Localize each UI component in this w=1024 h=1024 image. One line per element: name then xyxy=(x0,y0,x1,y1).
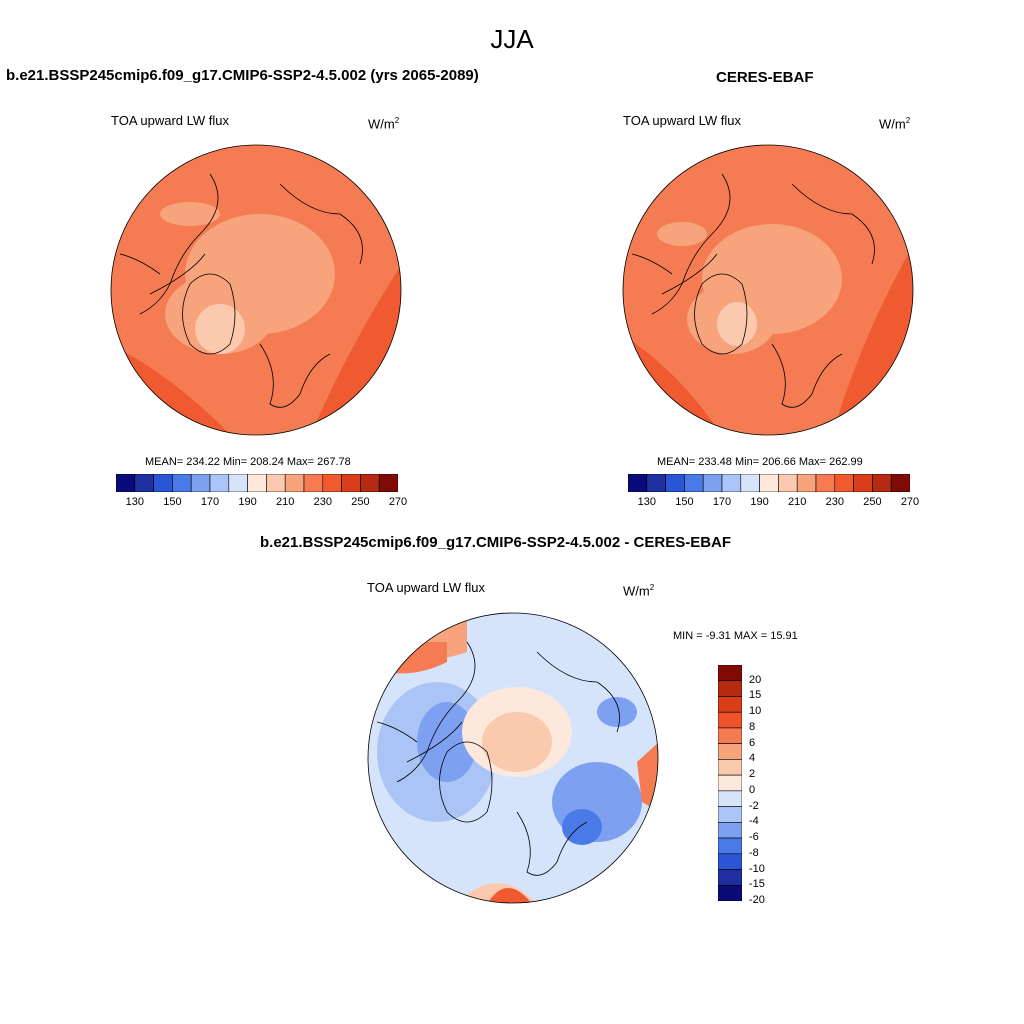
colorbar-swatch xyxy=(303,474,324,492)
colorbar-swatch xyxy=(718,774,742,792)
panel1-heading: b.e21.BSSP245cmip6.f09_g17.CMIP6-SSP2-4.… xyxy=(6,67,479,84)
colorbar-swatch xyxy=(646,474,666,492)
colorbar-tick-label: 190 xyxy=(750,496,769,508)
colorbar-swatch xyxy=(778,474,798,492)
panel3-stats: MIN = -9.31 MAX = 15.91 xyxy=(673,630,798,642)
panel1-variable: TOA upward LW flux xyxy=(111,113,230,128)
colorbar-swatch xyxy=(718,806,742,823)
colorbar-swatch xyxy=(718,869,742,886)
colorbar-tick-label: 20 xyxy=(749,673,762,686)
colorbar-swatch xyxy=(718,837,742,855)
colorbar-tick-label: -10 xyxy=(749,862,765,875)
colorbar-tick-label: 270 xyxy=(900,496,920,508)
panel1-colorbar-ticks: 130 150 170 190 210 230 250 270 xyxy=(116,496,408,510)
panel3-colorbar xyxy=(718,665,742,901)
colorbar-tick-label: -15 xyxy=(749,878,765,891)
colorbar-tick-label: 170 xyxy=(712,496,732,508)
colorbar-swatch xyxy=(190,474,211,492)
colorbar-swatch xyxy=(341,474,361,492)
colorbar-swatch xyxy=(815,474,836,492)
colorbar-tick-label: 130 xyxy=(125,496,144,508)
panel2-colorbar xyxy=(628,474,910,492)
panel3-map xyxy=(367,612,659,904)
colorbar-swatch xyxy=(721,474,742,492)
colorbar-tick-label: 15 xyxy=(749,689,762,702)
panel1-units: W/m2 xyxy=(368,116,400,132)
colorbar-tick-label: -8 xyxy=(749,846,759,859)
colorbar-tick-label: -6 xyxy=(749,831,759,844)
colorbar-swatch xyxy=(759,474,779,492)
panel2-units: W/m2 xyxy=(879,116,911,132)
panel2-stats: MEAN= 233.48 Min= 206.66 Max= 262.99 xyxy=(657,456,863,468)
colorbar-swatch xyxy=(718,727,742,744)
colorbar-swatch xyxy=(702,474,723,492)
colorbar-tick-label: 4 xyxy=(749,752,756,765)
colorbar-tick-label: 230 xyxy=(825,496,844,508)
colorbar-swatch xyxy=(718,822,742,839)
colorbar-swatch xyxy=(665,474,685,492)
colorbar-tick-label: 190 xyxy=(238,496,257,508)
colorbar-swatch xyxy=(284,474,305,492)
colorbar-swatch xyxy=(360,474,380,492)
colorbar-swatch xyxy=(853,474,873,492)
panel3-colorbar-ticks: 20 15 10 8 6 4 2 0 -2 -4 -6 -8 -10 -15 -20 xyxy=(749,665,789,906)
colorbar-tick-label: 8 xyxy=(749,720,756,733)
colorbar-swatch xyxy=(209,474,230,492)
colorbar-swatch xyxy=(890,474,910,492)
colorbar-swatch xyxy=(796,474,817,492)
colorbar-tick-label: -2 xyxy=(749,799,759,812)
colorbar-swatch xyxy=(134,474,154,492)
panel2-variable: TOA upward LW flux xyxy=(623,113,742,128)
colorbar-swatch xyxy=(740,474,760,492)
colorbar-tick-label: 270 xyxy=(388,496,408,508)
panel2-heading: CERES-EBAF xyxy=(716,69,814,86)
colorbar-tick-label: 130 xyxy=(637,496,656,508)
colorbar-swatch xyxy=(834,474,854,492)
colorbar-swatch xyxy=(628,474,648,492)
colorbar-swatch xyxy=(228,474,248,492)
colorbar-swatch xyxy=(718,711,742,729)
colorbar-tick-label: 230 xyxy=(313,496,332,508)
colorbar-swatch xyxy=(718,665,742,682)
colorbar-swatch xyxy=(322,474,342,492)
colorbar-swatch xyxy=(172,474,192,492)
colorbar-tick-label: 0 xyxy=(749,783,756,796)
colorbar-swatch xyxy=(872,474,892,492)
colorbar-tick-label: 210 xyxy=(788,496,807,508)
colorbar-swatch xyxy=(684,474,704,492)
colorbar-swatch xyxy=(718,884,742,901)
colorbar-tick-label: 150 xyxy=(675,496,694,508)
colorbar-tick-label: 2 xyxy=(749,768,756,781)
colorbar-swatch xyxy=(266,474,286,492)
colorbar-tick-label: 6 xyxy=(749,736,756,749)
colorbar-swatch xyxy=(116,474,136,492)
colorbar-swatch xyxy=(718,743,742,760)
panel2-map xyxy=(622,144,914,436)
panel1-map xyxy=(110,144,402,436)
panel2-colorbar-ticks: 130 150 170 190 210 230 250 270 xyxy=(628,496,920,510)
colorbar-tick-label: -4 xyxy=(749,815,759,828)
colorbar-swatch xyxy=(718,759,742,776)
panel1-stats: MEAN= 234.22 Min= 208.24 Max= 267.78 xyxy=(145,456,351,468)
colorbar-tick-label: 250 xyxy=(351,496,370,508)
colorbar-tick-label: -20 xyxy=(749,894,765,906)
colorbar-swatch xyxy=(718,853,742,870)
colorbar-swatch xyxy=(153,474,173,492)
colorbar-tick-label: 210 xyxy=(276,496,295,508)
colorbar-tick-label: 10 xyxy=(749,705,762,718)
colorbar-tick-label: 150 xyxy=(163,496,182,508)
colorbar-swatch xyxy=(247,474,267,492)
colorbar-swatch xyxy=(718,680,742,697)
panel3-variable: TOA upward LW flux xyxy=(367,580,486,595)
panel3-units: W/m2 xyxy=(623,583,655,599)
panel1-colorbar xyxy=(116,474,398,492)
colorbar-swatch xyxy=(378,474,398,492)
panel3-heading: b.e21.BSSP245cmip6.f09_g17.CMIP6-SSP2-4.… xyxy=(260,534,732,551)
colorbar-swatch xyxy=(718,790,742,807)
colorbar-swatch xyxy=(718,696,742,713)
colorbar-tick-label: 170 xyxy=(200,496,220,508)
page-title: JJA xyxy=(490,24,534,54)
colorbar-tick-label: 250 xyxy=(863,496,882,508)
